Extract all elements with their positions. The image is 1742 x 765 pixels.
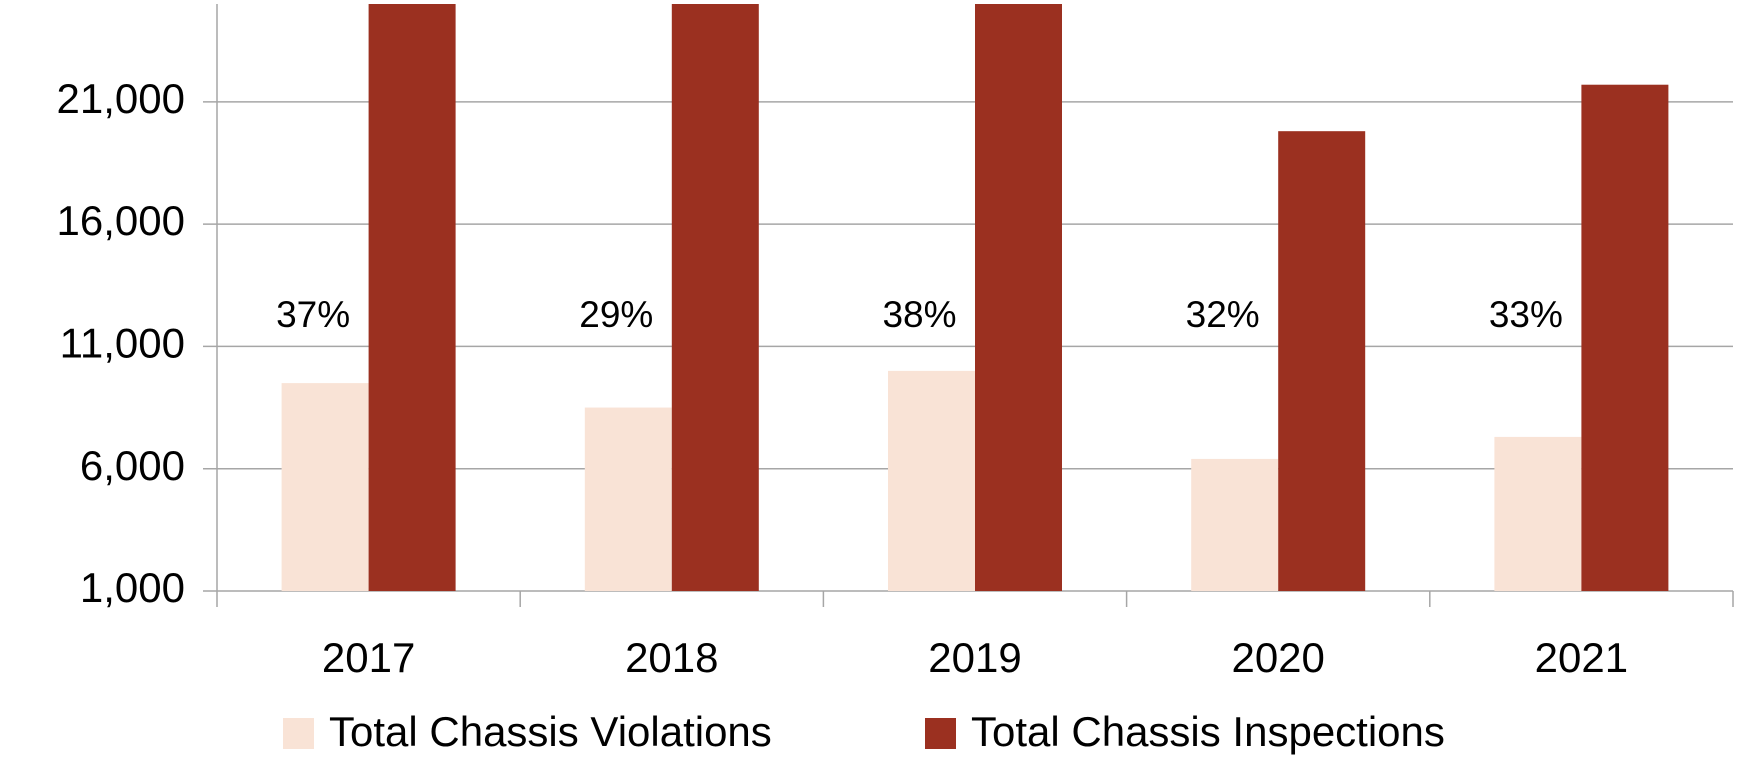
y-tick-label: 6,000 [80, 442, 185, 489]
legend-label: Total Chassis Inspections [971, 708, 1445, 755]
bar [1278, 131, 1366, 591]
bar [1494, 436, 1582, 591]
labels: 1,000 6,000 11,000 16,000 21,000 2017 37% 2018 2… [57, 75, 1629, 755]
bar [281, 383, 369, 591]
x-tick-label: 2017 [322, 634, 415, 681]
percent-label: 37% [276, 294, 350, 335]
y-tick-label: 16,000 [57, 197, 185, 244]
percent-label: 32% [1186, 294, 1260, 335]
grid [203, 4, 1734, 607]
x-tick-label: 2018 [625, 634, 718, 681]
bar [888, 370, 975, 591]
percent-label: 29% [579, 294, 653, 335]
x-tick-label: 2021 [1535, 634, 1628, 681]
legend-swatch [283, 718, 314, 749]
x-tick-label: 2020 [1231, 634, 1324, 681]
bar [1581, 84, 1669, 591]
x-tick-label: 2019 [928, 634, 1021, 681]
bar [1191, 458, 1279, 591]
bars [281, 4, 1669, 591]
percent-label: 33% [1489, 294, 1563, 335]
bar [975, 4, 1062, 591]
y-tick-label: 21,000 [57, 75, 185, 122]
bar [671, 4, 759, 591]
bar [368, 4, 456, 591]
bar [584, 407, 672, 591]
legend-label: Total Chassis Violations [329, 708, 772, 755]
y-tick-label: 11,000 [60, 320, 185, 367]
percent-label: 38% [882, 294, 956, 335]
y-tick-label: 1,000 [80, 564, 185, 611]
legend-swatch [925, 718, 956, 749]
